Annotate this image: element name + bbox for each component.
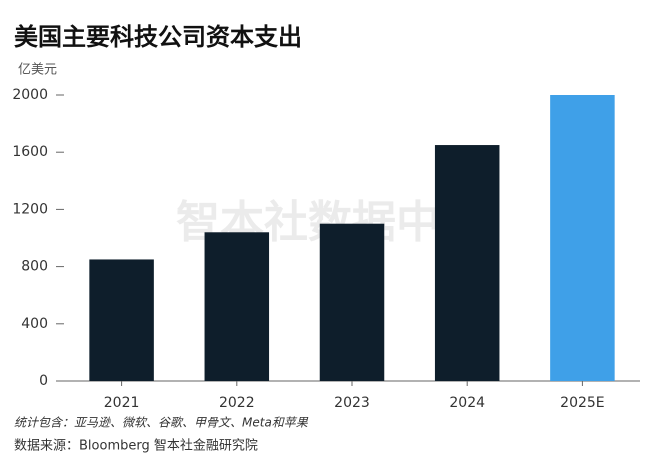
y-tick-label: 2000	[12, 87, 48, 103]
x-tick-label: 2023	[334, 395, 370, 411]
chart-title: 美国主要科技公司资本支出	[14, 23, 302, 51]
y-tick-label: 800	[21, 259, 48, 275]
y-tick-label: 0	[39, 373, 48, 389]
x-tick-label: 2024	[449, 395, 485, 411]
y-tick-label: 1200	[12, 201, 48, 217]
bar	[89, 259, 154, 381]
x-tick-label: 2025E	[560, 395, 604, 411]
bar	[204, 232, 270, 381]
y-axis-label: 亿美元	[18, 63, 57, 78]
y-tick-label: 1600	[12, 144, 48, 160]
note: 统计包含：亚马逊、微软、谷歌、甲骨文、Meta和苹果	[14, 416, 309, 430]
bar	[434, 145, 500, 381]
x-tick-label: 2022	[219, 395, 255, 411]
source: 数据来源：Bloomberg 智本社金融研究院	[14, 438, 258, 454]
y-tick-label: 400	[21, 316, 48, 332]
bar	[319, 223, 385, 381]
x-tick-label: 2021	[104, 395, 140, 411]
bar	[550, 95, 615, 381]
